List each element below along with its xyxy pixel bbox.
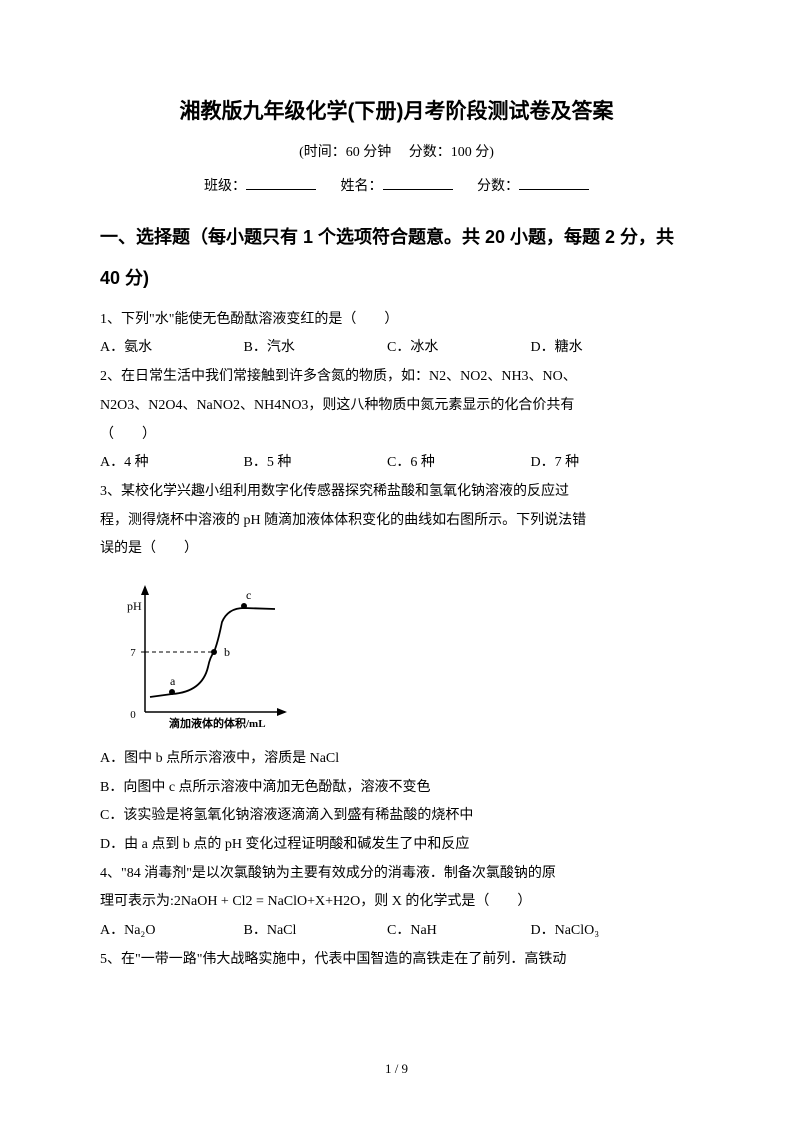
name-blank: [383, 176, 453, 190]
q5-line1: 5、在"一带一路"伟大战略实施中，代表中国智造的高铁走在了前列．高铁动: [100, 946, 693, 975]
q2-line3: （ ）: [100, 421, 693, 450]
q1-opt-c: C．冰水: [387, 334, 527, 363]
q3-opt-d: D．由 a 点到 b 点的 pH 变化过程证明酸和碱发生了中和反应: [100, 831, 693, 860]
student-info-line: 班级： 姓名： 分数：: [100, 175, 693, 195]
svg-text:pH: pH: [127, 599, 142, 613]
score-label: 分数：: [477, 179, 519, 194]
class-label: 班级：: [204, 179, 246, 194]
q1-opt-b: B．汽水: [244, 334, 384, 363]
q1-stem: 1、下列"水"能使无色酚酞溶液变红的是（ ）: [100, 306, 693, 335]
q2-options: A．4 种 B．5 种 C．6 种 D．7 种: [100, 449, 693, 478]
svg-text:a: a: [170, 674, 176, 688]
q4-opt-a: A．Na₂O: [100, 917, 240, 946]
q4-opt-d: D．NaClO₃: [531, 917, 600, 946]
q3-line1: 3、某校化学兴趣小组利用数字化传感器探究稀盐酸和氢氧化钠溶液的反应过: [100, 478, 693, 507]
q2-opt-b: B．5 种: [244, 449, 384, 478]
score-blank: [519, 176, 589, 190]
q3-opt-b: B．向图中 c 点所示溶液中滴加无色酚酞，溶液不变色: [100, 774, 693, 803]
exam-meta: (时间：60 分钟 分数：100 分): [100, 141, 693, 161]
q3-line3: 误的是（ ）: [100, 535, 693, 564]
document-title: 湘教版九年级化学(下册)月考阶段测试卷及答案: [100, 95, 693, 125]
q2-line2: N2O3、N2O4、NaNO2、NH4NO3，则这八种物质中氮元素显示的化合价共…: [100, 392, 693, 421]
q3-opt-c: C．该实验是将氢氧化钠溶液逐滴滴入到盛有稀盐酸的烧杯中: [100, 802, 693, 831]
q2-line1: 2、在日常生活中我们常接触到许多含氮的物质，如：N2、NO2、NH3、NO、: [100, 363, 693, 392]
svg-text:c: c: [246, 588, 251, 602]
q3-line2: 程，测得烧杯中溶液的 pH 随滴加液体体积变化的曲线如右图所示。下列说法错: [100, 507, 693, 536]
ph-curve-chart: 7 0 pH a b c 滴加液体的体积/mL: [110, 572, 693, 737]
q4-opt-b: B．NaCl: [244, 917, 384, 946]
q2-opt-c: C．6 种: [387, 449, 527, 478]
q1-opt-a: A．氨水: [100, 334, 240, 363]
q2-opt-d: D．7 种: [531, 449, 580, 478]
svg-text:7: 7: [130, 647, 136, 659]
q4-options: A．Na₂O B．NaCl C．NaH D．NaClO₃: [100, 917, 693, 946]
q1-opt-d: D．糖水: [531, 334, 583, 363]
q2-opt-a: A．4 种: [100, 449, 240, 478]
svg-text:b: b: [224, 645, 230, 659]
q4-line2: 理可表示为:2NaOH + Cl2 = NaClO+X+H2O，则 X 的化学式…: [100, 888, 693, 917]
ph-chart-svg: 7 0 pH a b c 滴加液体的体积/mL: [110, 572, 300, 732]
section-1-header: 一、选择题（每小题只有 1 个选项符合题意。共 20 小题，每题 2 分，共 4…: [100, 217, 693, 300]
q4-opt-c: C．NaH: [387, 917, 527, 946]
name-label: 姓名：: [341, 179, 383, 194]
q1-options: A．氨水 B．汽水 C．冰水 D．糖水: [100, 334, 693, 363]
page-number: 1 / 9: [0, 1061, 793, 1077]
q3-opt-a: A．图中 b 点所示溶液中，溶质是 NaCl: [100, 745, 693, 774]
class-blank: [246, 176, 316, 190]
svg-text:0: 0: [130, 709, 136, 721]
q4-line1: 4、"84 消毒剂"是以次氯酸钠为主要有效成分的消毒液．制备次氯酸钠的原: [100, 860, 693, 889]
svg-text:滴加液体的体积/mL: 滴加液体的体积/mL: [169, 716, 266, 730]
